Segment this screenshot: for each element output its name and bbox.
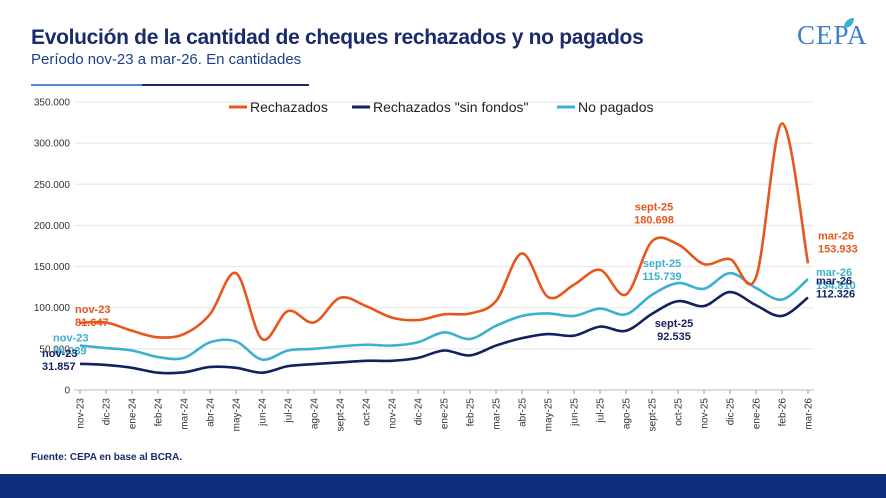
y-tick-label: 350.000 [34, 98, 71, 109]
annotation-value: 81.647 [75, 317, 109, 329]
y-tick-label: 100.000 [34, 303, 71, 314]
line-chart: 0 50.000 100.000 150.000 200.000 250.000 300.0… [34, 98, 858, 432]
annotation-value: 112.326 [816, 289, 855, 301]
series-line-1 [79, 290, 809, 375]
x-tick-label: may-24 [232, 398, 243, 432]
annotation-period: nov-23 [75, 304, 110, 316]
series-line-2 [79, 271, 809, 361]
title-underline-dark [142, 84, 309, 86]
y-tick-label: 200.000 [34, 221, 71, 232]
x-tick-label: mar-26 [804, 398, 815, 430]
x-tick-label: abr-24 [206, 398, 217, 427]
x-tick-label: nov-24 [388, 398, 399, 429]
source-note: Fuente: CEPA en base al BCRA. [31, 452, 183, 463]
annotation-value: 92.535 [657, 331, 691, 343]
annotation-period: mar-26 [818, 230, 854, 242]
series-line-0 [79, 122, 810, 342]
annotation-value: 115.739 [642, 271, 681, 283]
legend-label: No pagados [578, 99, 654, 115]
annotation-period: sept-25 [643, 258, 682, 270]
x-tick-label: jun-24 [258, 398, 269, 427]
x-tick-label: feb-26 [778, 398, 789, 427]
chart-legend: Rechazados Rechazados "sin fondos" No paga… [229, 99, 654, 115]
title-underline-light [31, 84, 142, 86]
x-tick-label: jul-24 [284, 398, 295, 424]
annotation-period: sept-25 [635, 201, 674, 213]
y-tick-label: 150.000 [34, 262, 71, 273]
x-tick-label: jun-25 [570, 398, 581, 427]
x-tick-label: feb-24 [154, 398, 165, 427]
y-tick-label: 300.000 [34, 139, 71, 150]
annotation-period: nov-23 [53, 333, 88, 345]
x-tick-label: nov-25 [700, 398, 711, 429]
annotation-period: mar-26 [816, 276, 852, 288]
legend-label: Rechazados "sin fondos" [373, 99, 529, 115]
x-tick-label: ago-24 [310, 398, 321, 430]
annotation-value: 180.698 [634, 214, 674, 226]
x-tick-label: dic-23 [102, 398, 113, 426]
x-tick-label: oct-24 [362, 398, 373, 426]
annotation-period: nov-23 [42, 348, 77, 360]
legend-label: Rechazados [250, 99, 328, 115]
series-lines [79, 122, 810, 375]
annotation-value: 134.810 [816, 280, 856, 292]
x-tick-label: oct-25 [674, 398, 685, 426]
x-tick-label: sept-24 [336, 398, 347, 432]
annotation-value: 54.039 [53, 346, 87, 358]
chart-title: Evolución de la cantidad de cheques rech… [31, 26, 644, 49]
y-axis-ticks: 0 50.000 100.000 150.000 200.000 250.000 300.0… [34, 98, 71, 397]
footer-bar [0, 474, 886, 498]
x-axis-ticks: nov-23 dic-23 ene-24 feb-24 mar-24 abr-24 may-… [76, 390, 815, 431]
x-tick-label: nov-23 [76, 398, 87, 429]
x-tick-label: feb-25 [466, 398, 477, 427]
x-tick-label: jul-25 [596, 398, 607, 424]
x-tick-label: ene-24 [128, 398, 139, 430]
chart-subtitle: Período nov-23 a mar-26. En cantidades [31, 51, 302, 68]
x-tick-label: sept-25 [648, 398, 659, 432]
annotation-value: 153.933 [818, 243, 858, 255]
y-tick-label: 250.000 [34, 180, 71, 191]
cepa-logo: CEPA [797, 20, 868, 50]
annotation-value: 31.857 [42, 361, 76, 373]
annotation-period: mar-26 [816, 267, 852, 279]
annotation-period: sept-25 [655, 318, 694, 330]
x-tick-label: abr-25 [518, 398, 529, 427]
chart-grid [74, 101, 814, 391]
x-tick-label: mar-24 [180, 398, 191, 430]
x-tick-label: ago-25 [622, 398, 633, 430]
logo-leaf-icon [844, 18, 854, 28]
x-tick-label: dic-24 [414, 398, 425, 426]
x-tick-label: may-25 [544, 398, 555, 432]
x-tick-label: mar-25 [492, 398, 503, 430]
x-tick-label: dic-25 [726, 398, 737, 426]
y-tick-label: 50.000 [39, 344, 70, 355]
y-tick-label: 0 [64, 386, 70, 397]
x-tick-label: ene-26 [752, 398, 763, 430]
data-annotations: nov-2381.647nov-2354.039nov-2331.857sept… [42, 201, 858, 372]
x-tick-label: ene-25 [440, 398, 451, 430]
